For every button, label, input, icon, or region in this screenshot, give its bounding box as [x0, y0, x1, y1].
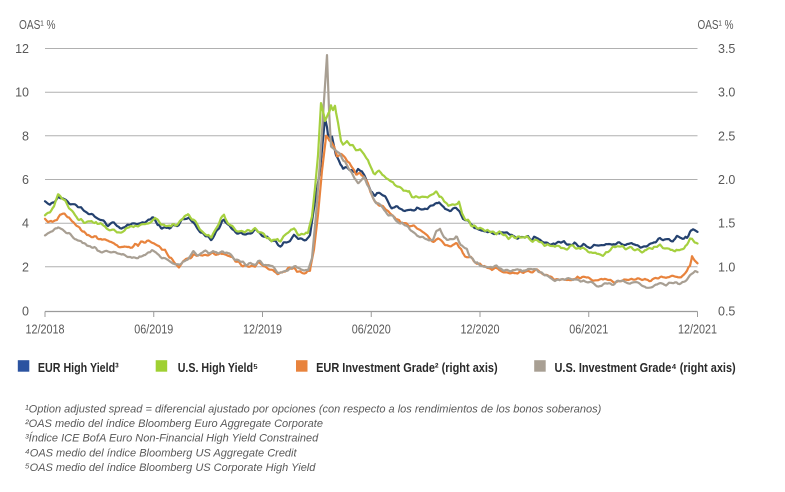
svg-text:3.0: 3.0	[718, 86, 735, 100]
svg-text:12/2018: 12/2018	[26, 323, 65, 337]
svg-text:0.5: 0.5	[718, 305, 735, 319]
svg-text:¹Option adjusted spread = dife: ¹Option adjusted spread = diferencial aj…	[25, 404, 602, 416]
svg-text:2.0: 2.0	[718, 173, 735, 187]
svg-text:2.5: 2.5	[718, 129, 735, 143]
svg-text:12/2021: 12/2021	[678, 323, 717, 337]
svg-text:0: 0	[22, 305, 29, 319]
svg-text:10: 10	[15, 86, 29, 100]
svg-text:6: 6	[22, 173, 29, 187]
svg-text:³Índice ICE BofA Euro Non-Fina: ³Índice ICE BofA Euro Non-Financial High…	[25, 432, 319, 445]
svg-text:OAS¹ %: OAS¹ %	[19, 18, 56, 32]
svg-text:06/2020: 06/2020	[352, 323, 391, 337]
svg-text:⁴OAS medio del índice Bloomber: ⁴OAS medio del índice Bloomberg US Aggre…	[25, 447, 297, 459]
svg-text:8: 8	[22, 129, 29, 143]
svg-text:4: 4	[22, 217, 29, 231]
svg-text:U.S. Investment Grade⁴ (right: U.S. Investment Grade⁴ (right axis)	[555, 360, 736, 375]
svg-text:U.S. High Yield⁵: U.S. High Yield⁵	[178, 360, 258, 375]
svg-text:2: 2	[22, 260, 29, 274]
svg-text:06/2019: 06/2019	[134, 323, 173, 337]
svg-text:3.5: 3.5	[718, 42, 735, 56]
svg-text:⁵OAS medio del índice Bloomber: ⁵OAS medio del índice Bloomberg US Corpo…	[25, 462, 316, 474]
svg-text:²OAS medio del índice Bloomber: ²OAS medio del índice Bloomberg Euro Agg…	[25, 418, 323, 430]
svg-text:1.5: 1.5	[718, 217, 735, 231]
svg-text:OAS¹ %: OAS¹ %	[698, 18, 734, 32]
svg-text:12/2019: 12/2019	[243, 323, 282, 337]
svg-text:1.0: 1.0	[718, 260, 735, 274]
svg-text:12: 12	[15, 42, 29, 56]
svg-text:EUR High Yield³: EUR High Yield³	[38, 360, 119, 375]
svg-text:06/2021: 06/2021	[569, 323, 608, 337]
svg-text:EUR Investment Grade² (right a: EUR Investment Grade² (right axis)	[316, 360, 498, 375]
svg-text:12/2020: 12/2020	[461, 323, 500, 337]
